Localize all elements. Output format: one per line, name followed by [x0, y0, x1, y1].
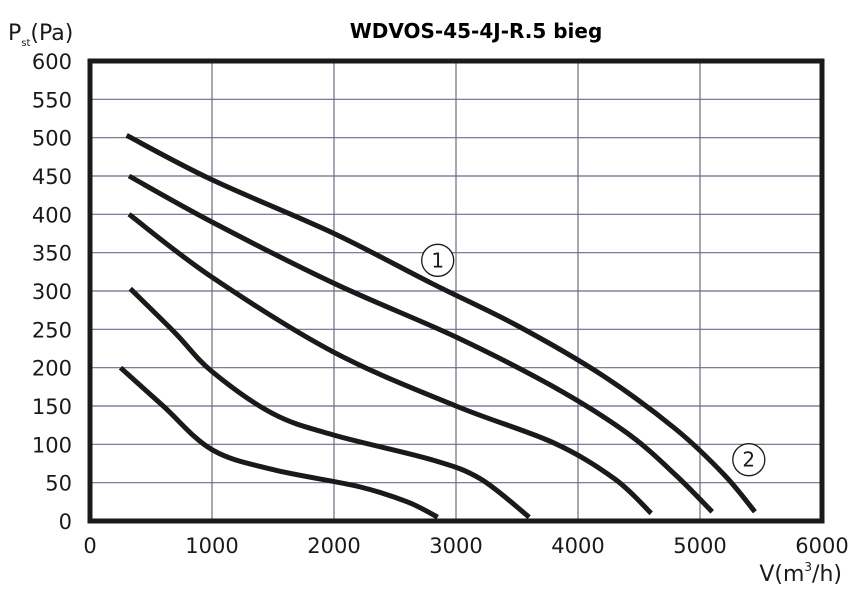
series-line-3	[127, 212, 653, 516]
curve-marker-circle	[732, 443, 766, 477]
x-tick-label: 3000	[429, 534, 482, 558]
x-tick-label: 1000	[185, 534, 238, 558]
y-axis-label-base: P	[8, 21, 21, 46]
series-line-4	[128, 286, 531, 520]
plot-frame	[87, 58, 825, 524]
series-line-5	[118, 365, 439, 520]
y-tick-label: 300	[32, 280, 72, 304]
y-tick-label: 100	[32, 433, 72, 457]
y-tick-label: 200	[32, 357, 72, 381]
series-line-2	[127, 173, 714, 514]
y-tick-label: 550	[32, 88, 72, 112]
curve-marker-label: 1	[431, 248, 444, 272]
y-axis-label-sub: st	[21, 38, 30, 49]
y-tick-label: 600	[32, 50, 72, 74]
x-tick-label: 4000	[551, 534, 604, 558]
y-tick-label: 150	[32, 395, 72, 419]
x-axis-label: V(m3/h)	[759, 560, 842, 587]
chart-title: WDVOS-45-4J-R.5 bieg	[350, 19, 603, 43]
x-tick-label: 5000	[673, 534, 726, 558]
x-axis-label-prefix: V(m	[759, 562, 804, 587]
x-tick-labels: 0 1000 2000 3000 4000 5000 6000	[83, 534, 848, 558]
y-tick-labels: 0 50 100 150 200 250 300 350 400 450 500 550 600	[32, 50, 72, 534]
x-tick-label: 2000	[307, 534, 360, 558]
y-tick-label: 50	[45, 472, 72, 496]
x-axis-label-sup: 3	[804, 560, 812, 574]
y-tick-label: 500	[32, 127, 72, 151]
y-tick-label: 450	[32, 165, 72, 189]
curve-marker-label: 2	[742, 448, 755, 472]
curve-marker-circle	[421, 243, 455, 277]
y-tick-label: 350	[32, 242, 72, 266]
curve-markers: 12	[421, 243, 766, 477]
y-axis-label: Pst(Pa)	[8, 21, 73, 49]
y-tick-label: 0	[59, 510, 72, 534]
series-lines	[118, 133, 757, 520]
grid	[90, 61, 822, 521]
y-axis-label-unit: (Pa)	[30, 21, 73, 46]
x-tick-label: 6000	[795, 534, 848, 558]
series-line-1	[125, 133, 757, 514]
x-tick-label: 0	[83, 534, 96, 558]
y-tick-label: 400	[32, 203, 72, 227]
y-tick-label: 250	[32, 318, 72, 342]
x-axis-label-suffix: /h)	[812, 562, 842, 587]
